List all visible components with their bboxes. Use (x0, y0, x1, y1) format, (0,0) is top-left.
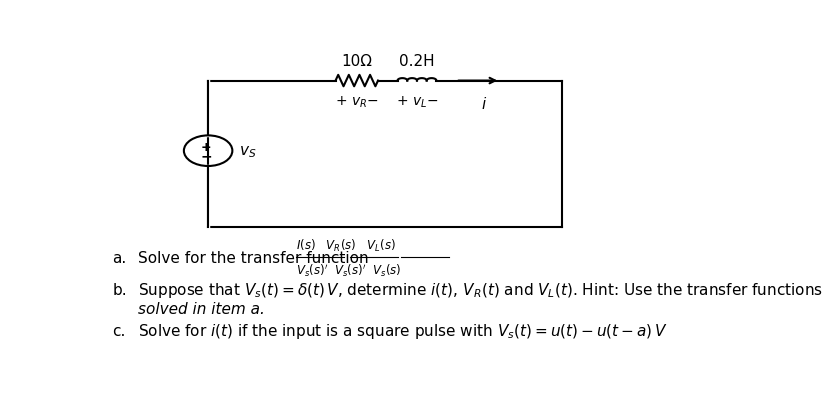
Text: Solve for the transfer function: Solve for the transfer function (138, 250, 369, 265)
Text: 10Ω: 10Ω (342, 54, 372, 69)
Text: $v_S$: $v_S$ (239, 143, 256, 159)
Text: −: − (200, 149, 212, 163)
Text: b.: b. (113, 282, 127, 297)
Text: + $v_L$−: + $v_L$− (396, 94, 438, 109)
Text: a.: a. (113, 250, 127, 265)
Text: solved in item a.: solved in item a. (138, 301, 265, 316)
Text: $V_s(s)'$  $V_s(s)'$  $V_s(s)$: $V_s(s)'$ $V_s(s)'$ $V_s(s)$ (296, 262, 402, 278)
Text: $i$: $i$ (481, 96, 487, 112)
Text: $I(s)$   $V_R(s)$   $V_L(s)$: $I(s)$ $V_R(s)$ $V_L(s)$ (296, 238, 396, 254)
Text: + $v_R$−: + $v_R$− (335, 94, 379, 109)
Text: Suppose that $V_s(t) = \delta(t)\,V$, determine $i(t),\,V_R(t)$ and $V_L(t)$. Hi: Suppose that $V_s(t) = \delta(t)\,V$, de… (138, 280, 823, 299)
Text: c.: c. (113, 323, 126, 339)
Text: 0.2H: 0.2H (399, 54, 435, 69)
Text: Solve for $i(t)$ if the input is a square pulse with $V_s(t) = u(t) - u(t - a)\,: Solve for $i(t)$ if the input is a squar… (138, 322, 667, 340)
Text: +: + (201, 141, 212, 154)
